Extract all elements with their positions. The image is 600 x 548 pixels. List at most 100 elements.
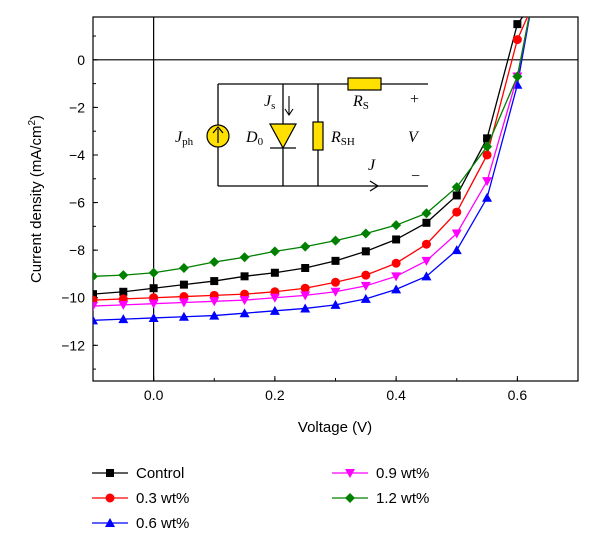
- series-resistor-icon: [347, 77, 382, 91]
- series-2: [93, 17, 531, 325]
- legend-item: 0.9 wt%: [330, 462, 429, 484]
- data-point: [482, 150, 492, 160]
- series-layer: [93, 17, 531, 325]
- data-point: [178, 311, 189, 321]
- x-tick-label: 0.6: [508, 387, 528, 403]
- data-point: [118, 300, 129, 310]
- data-point: [148, 267, 159, 278]
- data-point: [270, 268, 279, 277]
- x-tick-label: 0.2: [265, 387, 285, 403]
- data-point: [482, 177, 493, 187]
- data-point: [330, 299, 341, 309]
- series-line: [93, 17, 530, 307]
- data-point: [421, 239, 431, 249]
- data-point: [300, 303, 311, 313]
- data-point: [300, 283, 310, 293]
- legend-swatch: [332, 469, 368, 478]
- y-axis-title: Current density (mA/cm2): [27, 115, 45, 283]
- js-label: Js: [264, 93, 275, 112]
- data-point: [239, 296, 250, 306]
- data-point: [391, 258, 401, 268]
- data-point: [300, 241, 311, 252]
- j-label: J: [368, 157, 376, 174]
- data-point: [421, 271, 432, 281]
- legend-marker: [105, 518, 115, 527]
- data-point: [209, 310, 220, 320]
- x-tick-label: 0.4: [386, 387, 406, 403]
- data-point: [239, 308, 250, 318]
- data-point: [422, 218, 431, 227]
- y-tick-label: −8: [69, 242, 85, 258]
- data-point: [482, 141, 493, 152]
- legend-label: 1.2 wt%: [376, 489, 430, 507]
- data-point: [331, 256, 340, 265]
- legend-swatch: [92, 518, 128, 527]
- data-point: [482, 192, 493, 202]
- data-point: [361, 270, 371, 280]
- data-point: [331, 277, 340, 287]
- legend-item: Control: [90, 462, 184, 484]
- data-point: [118, 270, 129, 281]
- data-point: [391, 272, 402, 282]
- series-line: [93, 17, 530, 277]
- data-point: [421, 208, 432, 219]
- legend-item: 0.3 wt%: [90, 487, 189, 509]
- data-point: [300, 291, 311, 301]
- data-point: [239, 252, 250, 263]
- data-point: [301, 263, 310, 272]
- legend-swatch: [332, 493, 368, 503]
- legend-marker: [105, 493, 115, 503]
- data-point: [210, 277, 219, 286]
- jph-label: Jph: [175, 129, 194, 148]
- data-point: [118, 314, 129, 324]
- data-point: [93, 271, 98, 282]
- data-point: [452, 191, 461, 200]
- legend-item: 1.2 wt%: [330, 487, 429, 509]
- data-point: [178, 298, 189, 308]
- data-point: [178, 262, 189, 273]
- legend-marker: [345, 493, 355, 503]
- data-point: [512, 71, 523, 82]
- data-point: [360, 228, 371, 239]
- y-tick-label: −2: [69, 99, 85, 115]
- series-4: [93, 17, 530, 282]
- legend-swatch: [92, 469, 128, 477]
- diode-icon: [268, 123, 298, 150]
- data-point: [119, 287, 128, 296]
- y-tick-label: −4: [69, 147, 85, 163]
- data-point: [148, 312, 159, 322]
- rsh-label: RSH: [330, 129, 355, 148]
- data-point: [93, 290, 97, 299]
- data-point: [93, 302, 98, 312]
- series-line: [93, 17, 529, 301]
- x-tick-label: 0.0: [144, 387, 164, 403]
- legend-label: 0.3 wt%: [136, 489, 190, 507]
- y-tick-label: −6: [69, 195, 85, 211]
- data-point: [148, 299, 159, 309]
- data-point: [209, 297, 220, 307]
- legend: Control 0.3 wt% 0.6 wt% 0.9 wt% 1.2 wt%: [90, 460, 550, 540]
- data-point: [269, 293, 280, 303]
- y-tick-label: −12: [61, 337, 85, 353]
- data-point: [360, 293, 371, 303]
- data-point: [269, 246, 280, 257]
- data-point: [451, 229, 462, 239]
- data-point: [330, 235, 341, 246]
- series-line: [93, 17, 531, 321]
- jv-chart: 0.0 0.2 0.4 0.6 0 −2 −4 −6 −8 −10 −12 Jph Js D0 RS…: [27, 16, 579, 436]
- legend-label: Control: [136, 464, 185, 482]
- data-point: [421, 256, 432, 266]
- minus-label: −: [411, 168, 420, 185]
- legend-swatch: [92, 493, 128, 503]
- data-point: [391, 220, 402, 231]
- y-tick-label: −10: [61, 290, 85, 306]
- data-point: [361, 247, 370, 256]
- data-point: [451, 245, 462, 255]
- v-label: V: [408, 129, 420, 146]
- rs-label: RS: [352, 93, 369, 112]
- data-point: [179, 280, 188, 289]
- data-point: [483, 134, 492, 143]
- axis-ticks: 0.0 0.2 0.4 0.6 0 −2 −4 −6 −8 −10 −12: [61, 35, 579, 403]
- equivalent-circuit-inset: Jph Js D0 RSH RS J V + −: [175, 73, 435, 192]
- data-point: [392, 235, 401, 244]
